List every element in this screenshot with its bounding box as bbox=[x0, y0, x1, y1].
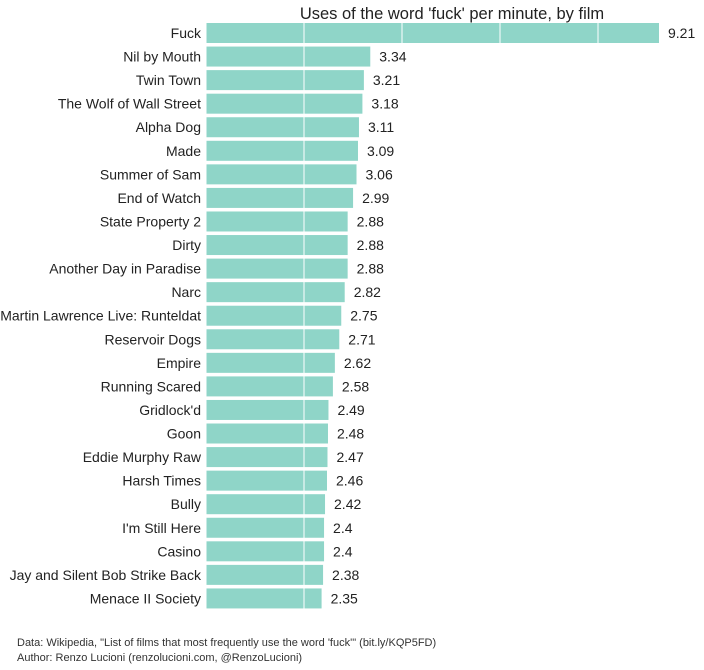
bar-9 bbox=[206, 235, 348, 256]
bar-13 bbox=[206, 329, 340, 350]
category-label: Gridlock'd bbox=[139, 402, 201, 418]
bar-14 bbox=[206, 352, 335, 373]
category-label: Eddie Murphy Raw bbox=[83, 449, 202, 465]
value-label: 2.38 bbox=[332, 567, 359, 583]
bar-7 bbox=[206, 187, 354, 208]
category-label: Narc bbox=[171, 284, 201, 300]
category-label: Fuck bbox=[171, 25, 202, 41]
value-label: 2.46 bbox=[336, 473, 363, 489]
value-label: 2.35 bbox=[331, 590, 358, 606]
value-label: 2.47 bbox=[336, 449, 363, 465]
value-label: 3.34 bbox=[379, 49, 406, 65]
category-label: Casino bbox=[157, 543, 201, 559]
bar-24 bbox=[206, 588, 322, 609]
value-label: 2.48 bbox=[337, 426, 364, 442]
labels-group: Fuck 9.21 Nil by Mouth 3.34 Twin Town 3.21 The… bbox=[0, 25, 695, 606]
bar-20 bbox=[206, 494, 326, 515]
category-label: Harsh Times bbox=[122, 473, 201, 489]
value-label: 3.11 bbox=[368, 119, 394, 135]
value-label: 2.99 bbox=[362, 190, 389, 206]
bar-0 bbox=[206, 23, 659, 43]
value-label: 2.88 bbox=[357, 237, 384, 253]
value-label: 2.71 bbox=[348, 331, 375, 347]
bar-18 bbox=[206, 447, 328, 468]
bar-19 bbox=[206, 470, 327, 491]
value-label: 3.09 bbox=[367, 143, 394, 159]
category-label: Twin Town bbox=[136, 72, 201, 88]
bar-2 bbox=[206, 70, 364, 91]
value-label: 2.82 bbox=[354, 284, 381, 300]
source-note: Data: Wikipedia, "List of films that mos… bbox=[17, 637, 437, 649]
bar-6 bbox=[206, 164, 357, 185]
category-label: Dirty bbox=[172, 237, 201, 253]
value-label: 3.06 bbox=[366, 166, 393, 182]
bar-22 bbox=[206, 541, 325, 562]
value-label: 2.42 bbox=[334, 496, 361, 512]
bar-10 bbox=[206, 258, 348, 279]
value-label: 3.18 bbox=[371, 96, 398, 112]
bar-11 bbox=[206, 282, 345, 303]
bar-16 bbox=[206, 399, 329, 420]
category-label: Empire bbox=[157, 355, 202, 371]
bar-21 bbox=[206, 517, 325, 538]
category-label: Bully bbox=[171, 496, 201, 512]
value-label: 2.75 bbox=[350, 308, 377, 324]
bar-3 bbox=[206, 93, 363, 114]
value-label: 2.4 bbox=[333, 543, 353, 559]
value-label: 3.21 bbox=[373, 72, 400, 88]
bar-23 bbox=[206, 564, 324, 585]
category-label: Menace II Society bbox=[90, 590, 201, 606]
value-label: 2.49 bbox=[337, 402, 364, 418]
author-note: Author: Renzo Lucioni (renzolucioni.com,… bbox=[17, 652, 303, 664]
bar-17 bbox=[206, 423, 328, 444]
gridlines bbox=[205, 23, 599, 609]
category-label: I'm Still Here bbox=[122, 520, 201, 536]
value-label: 2.4 bbox=[333, 520, 353, 536]
value-label: 2.62 bbox=[344, 355, 371, 371]
category-label: Made bbox=[166, 143, 201, 159]
value-label: 2.88 bbox=[357, 213, 384, 229]
bar-4 bbox=[206, 117, 359, 138]
value-label: 9.21 bbox=[668, 25, 695, 41]
chart-title: Uses of the word 'fuck' per minute, by f… bbox=[300, 5, 604, 23]
category-label: Jay and Silent Bob Strike Back bbox=[10, 567, 202, 583]
category-label: Another Day in Paradise bbox=[49, 261, 201, 277]
bar-8 bbox=[206, 211, 348, 232]
category-label: State Property 2 bbox=[100, 213, 201, 229]
value-label: 2.88 bbox=[357, 261, 384, 277]
value-label: 2.58 bbox=[342, 378, 369, 394]
category-label: Martin Lawrence Live: Runteldat bbox=[0, 308, 201, 324]
category-label: Running Scared bbox=[101, 378, 201, 394]
category-label: Goon bbox=[167, 426, 201, 442]
bar-chart: Uses of the word 'fuck' per minute, by f… bbox=[0, 5, 695, 609]
category-label: Nil by Mouth bbox=[123, 49, 201, 65]
category-label: Alpha Dog bbox=[136, 119, 201, 135]
category-label: Summer of Sam bbox=[100, 166, 201, 182]
bar-1 bbox=[206, 46, 371, 67]
bar-15 bbox=[206, 376, 333, 397]
category-label: The Wolf of Wall Street bbox=[58, 96, 201, 112]
category-label: End of Watch bbox=[117, 190, 201, 206]
bar-12 bbox=[206, 305, 342, 326]
category-label: Reservoir Dogs bbox=[105, 331, 201, 347]
bar-5 bbox=[206, 140, 358, 161]
bars-group bbox=[206, 23, 659, 609]
